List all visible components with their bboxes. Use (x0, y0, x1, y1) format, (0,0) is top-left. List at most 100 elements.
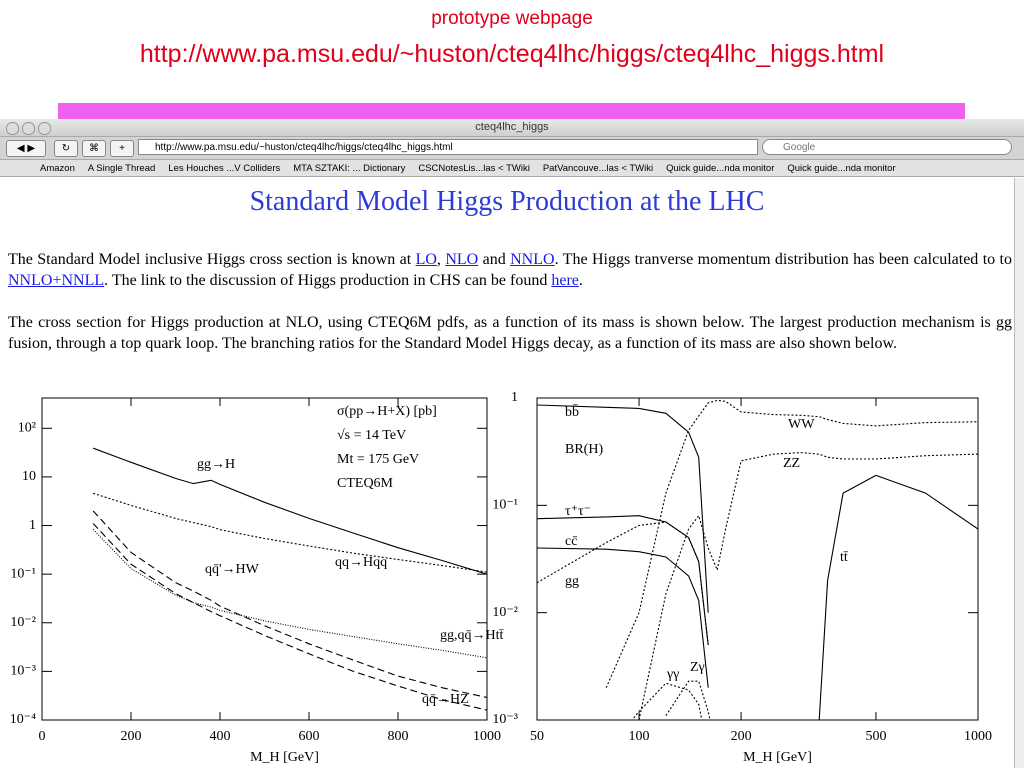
x-tick-label: 1000 (964, 729, 992, 744)
y-tick-label: 10⁻¹ (10, 566, 36, 581)
add-bookmark[interactable]: + (110, 140, 134, 157)
link[interactable]: LO (415, 251, 437, 268)
series-label: τ⁺τ⁻ (565, 504, 591, 519)
text: . (578, 272, 583, 289)
bookmarks-bar: Amazon A Single Thread Les Houches ...V Co… (0, 160, 1024, 177)
x-tick-label: 0 (39, 729, 46, 744)
bookmark[interactable]: Amazon (40, 163, 75, 174)
series-label: gg (565, 574, 579, 589)
series-label: bb̄ (565, 404, 579, 420)
plot-frame (41, 397, 488, 721)
bookmark[interactable]: Les Houches ...V Colliders (168, 163, 281, 174)
series-line (537, 521, 709, 646)
x-tick-label: 600 (299, 729, 320, 744)
snapback[interactable]: ⌘ (82, 140, 106, 157)
annotation: √s = 14 TeV (337, 428, 406, 443)
series-line (638, 452, 978, 720)
series-line (92, 510, 487, 699)
y-tick-label: 10⁻² (10, 615, 36, 630)
highlight-bar (58, 103, 965, 119)
paragraph: The cross section for Higgs production a… (8, 312, 1012, 354)
y-tick-label: 10 (22, 469, 36, 484)
bookmark[interactable]: A Single Thread (87, 163, 156, 174)
x-tick-label: 500 (865, 729, 886, 744)
series-line (818, 474, 978, 720)
paragraph: The Standard Model inclusive Higgs cross… (8, 249, 1012, 291)
link[interactable]: NLO (445, 251, 479, 268)
x-tick-label: 50 (530, 729, 544, 744)
series-line (92, 529, 487, 659)
scrollbar[interactable] (1014, 178, 1024, 768)
bookmark[interactable]: MTA SZTAKI: ... Dictionary (293, 163, 406, 174)
series-line (93, 492, 487, 573)
series-label: cc̄ (565, 534, 578, 549)
series-label: γγ (666, 667, 679, 682)
bookmark[interactable]: PatVancouve...las < TWiki (542, 163, 654, 174)
x-tick-label: 800 (388, 729, 409, 744)
series-line (537, 404, 709, 613)
back-forward[interactable]: ◀ ▶ (6, 140, 46, 157)
plot-frame (536, 397, 979, 721)
series-line (93, 447, 487, 575)
y-tick-label: 10⁻³ (10, 664, 36, 679)
link[interactable]: here (551, 272, 579, 289)
series-label: qq̄'→HW (205, 562, 260, 577)
series-label: tt̄ (840, 550, 849, 565)
close-button[interactable] (6, 122, 19, 135)
annotation: Mt = 175 GeV (337, 452, 419, 467)
series-group (537, 399, 978, 720)
y-tick-label: 1 (29, 518, 36, 533)
series-line (605, 399, 978, 688)
annotation: BR(H) (565, 442, 603, 457)
window-titlebar: cteq4lhc_higgs (0, 119, 1024, 137)
x-tick-label: 200 (731, 729, 752, 744)
bookmark[interactable]: Quick guide...nda monitor (666, 163, 775, 174)
series-label: qq→Hqq (335, 555, 387, 570)
link[interactable]: NNLO+NNLL (8, 272, 105, 289)
text: The Standard Model inclusive Higgs cross… (8, 251, 416, 268)
series-line (537, 515, 709, 646)
x-tick-label: 400 (210, 729, 231, 744)
reload[interactable]: ↻ (54, 140, 78, 157)
slide-url: http://www.pa.msu.edu/~huston/cteq4lhc/h… (139, 40, 885, 68)
y-tick-label: 1 (511, 390, 518, 405)
y-tick-label: 10⁻² (492, 605, 518, 620)
link[interactable]: NNLO (510, 251, 555, 268)
search-field[interactable]: Google (762, 139, 1012, 155)
series-line (631, 682, 703, 720)
series-label: ZZ (783, 456, 800, 471)
series-label: gg,qq̄→Htt̄ (440, 628, 504, 643)
text: The cross section for Higgs production a… (8, 314, 1012, 352)
x-tick-label: 200 (121, 729, 142, 744)
window-title: cteq4lhc_higgs (475, 121, 549, 133)
y-tick-label: 10⁻³ (492, 712, 518, 727)
text: and (478, 251, 511, 268)
bookmark[interactable]: CSCNotesLis...las < TWiki (418, 163, 530, 174)
toolbar: ◀ ▶ ↻ ⌘ + http://www.pa.msu.edu/~huston/… (0, 137, 1024, 160)
bookmark[interactable]: Quick guide...nda monitor (787, 163, 896, 174)
x-tick-label: 1000 (473, 729, 501, 744)
slide-caption: prototype webpage (431, 8, 593, 29)
page-heading: Standard Model Higgs Production at the L… (249, 186, 765, 217)
x-axis-label: M_H [GeV] (250, 750, 319, 765)
text: . The Higgs tranverse momentum distribut… (554, 251, 1013, 268)
minimize-button[interactable] (22, 122, 35, 135)
y-tick-label: 10⁻¹ (492, 498, 518, 513)
series-line (92, 523, 487, 711)
address-bar[interactable]: http://www.pa.msu.edu/~huston/cteq4lhc/h… (138, 139, 758, 155)
text: . The link to the discussion of Higgs pr… (104, 272, 552, 289)
series-group (92, 447, 487, 711)
annotation: CTEQ6M (337, 476, 394, 491)
series-label: gg→H (197, 457, 235, 472)
series-label: qq̄→HZ (422, 692, 469, 707)
x-axis-label: M_H [GeV] (743, 750, 812, 765)
series-line (537, 547, 709, 688)
series-label: WW (788, 417, 815, 432)
annotation: σ(pp→H+X) [pb] (337, 404, 437, 419)
y-tick-label: 10⁻⁴ (10, 712, 36, 727)
series-label: Zγ (690, 660, 705, 675)
x-tick-label: 100 (629, 729, 650, 744)
zoom-button[interactable] (38, 122, 51, 135)
